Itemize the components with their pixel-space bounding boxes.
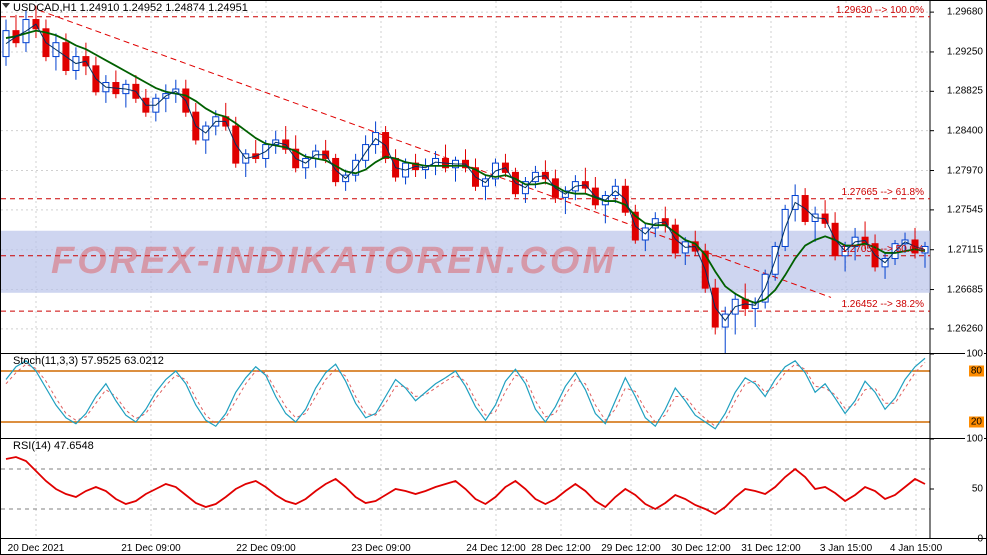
rsi-title: RSI(14) 47.6548 (13, 440, 94, 452)
y-label: 1.29250 (946, 46, 984, 57)
x-label: 20 Dec 2021 (8, 543, 65, 554)
y-label: 1.29680 (946, 7, 984, 18)
x-label: 31 Dec 12:00 (741, 543, 801, 554)
y-label: 100 (965, 349, 984, 360)
stoch-panel[interactable]: Stoch(11,3,3) 57.9525 63.0212 01002080 (1, 353, 986, 438)
fib-label: 1.27050 --> 50.0% (841, 244, 924, 255)
x-label: 24 Dec 12:00 (466, 543, 526, 554)
y-label: 1.26685 (946, 284, 984, 295)
rsi-chart[interactable] (1, 439, 986, 539)
y-label: 100 (965, 434, 984, 445)
fib-label: 1.29630 --> 100.0% (836, 5, 924, 16)
y-label: 1.27970 (946, 165, 984, 176)
y-label: 1.27115 (947, 244, 984, 255)
rsi-panel[interactable]: RSI(14) 47.6548 050100 (1, 438, 986, 538)
x-label: 29 Dec 12:00 (601, 543, 661, 554)
y-label: 1.28825 (946, 86, 984, 97)
y-label: 1.27545 (946, 204, 984, 215)
price-chart[interactable] (1, 1, 986, 353)
y-label: 1.28400 (946, 125, 984, 136)
x-label: 23 Dec 09:00 (351, 543, 411, 554)
level-label: 80 (969, 366, 984, 377)
fib-label: 1.27665 --> 61.8% (841, 187, 924, 198)
level-label: 20 (969, 417, 984, 428)
x-label: 28 Dec 12:00 (531, 543, 591, 554)
y-label: 50 (971, 484, 984, 495)
x-label: 4 Jan 15:00 (890, 543, 942, 554)
price-panel[interactable]: USDCAD,H1 1.24910 1.24952 1.24874 1.2495… (1, 1, 986, 353)
chart-container[interactable]: USDCAD,H1 1.24910 1.24952 1.24874 1.2495… (0, 0, 987, 555)
x-label: 21 Dec 09:00 (121, 543, 181, 554)
fib-label: 1.26452 --> 38.2% (841, 299, 924, 310)
x-label: 3 Jan 15:00 (820, 543, 872, 554)
date-axis: 20 Dec 2021 21 Dec 09:00 22 Dec 09:00 23 De… (1, 538, 986, 555)
stoch-title: Stoch(11,3,3) 57.9525 63.0212 (13, 355, 164, 367)
x-label: 30 Dec 12:00 (671, 543, 731, 554)
dropdown-icon[interactable] (2, 3, 10, 8)
x-label: 22 Dec 09:00 (236, 543, 296, 554)
symbol-title: USDCAD,H1 1.24910 1.24952 1.24874 1.2495… (13, 2, 248, 14)
y-label: 1.26260 (946, 323, 984, 334)
